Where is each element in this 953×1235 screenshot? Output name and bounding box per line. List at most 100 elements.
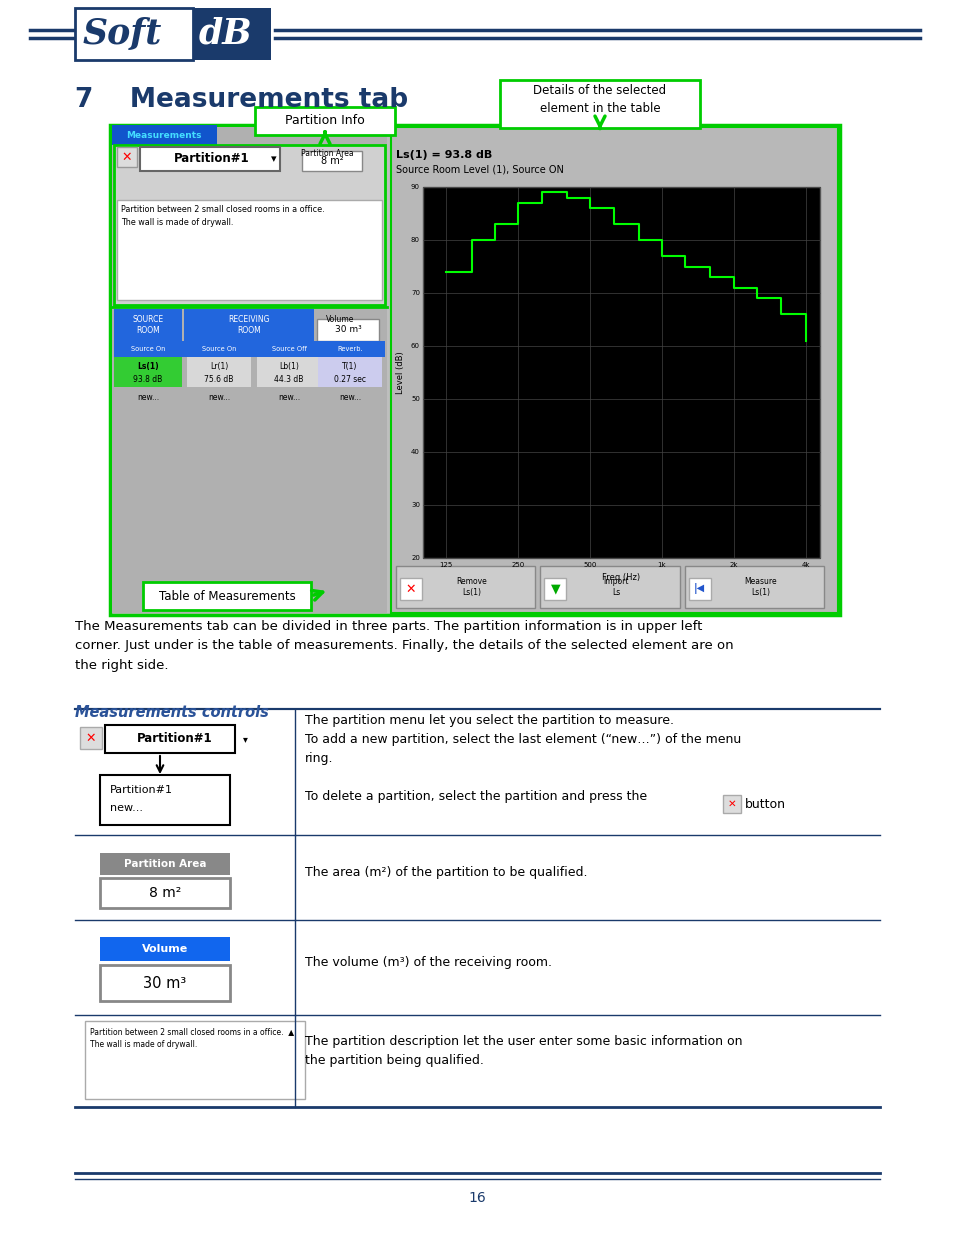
Text: Measurements: Measurements [126, 131, 201, 140]
FancyBboxPatch shape [422, 186, 820, 558]
Text: Partition between 2 small closed rooms in a office.: Partition between 2 small closed rooms i… [121, 205, 324, 214]
FancyBboxPatch shape [100, 878, 230, 908]
Text: The Measurements tab can be divided in three parts. The partition information is: The Measurements tab can be divided in t… [75, 620, 733, 672]
FancyBboxPatch shape [100, 937, 230, 961]
Text: Source Off: Source Off [272, 346, 306, 352]
FancyBboxPatch shape [256, 357, 320, 387]
FancyBboxPatch shape [539, 566, 679, 608]
FancyBboxPatch shape [113, 357, 182, 387]
Text: The wall is made of drywall.: The wall is made of drywall. [90, 1040, 197, 1049]
Text: Partition Info: Partition Info [285, 115, 364, 127]
FancyBboxPatch shape [184, 309, 314, 341]
Text: Ls(1): Ls(1) [137, 363, 158, 372]
FancyBboxPatch shape [302, 151, 361, 170]
FancyBboxPatch shape [391, 127, 837, 613]
Text: 250: 250 [511, 562, 524, 568]
Text: Import
Ls: Import Ls [602, 577, 628, 598]
Text: Measure
Ls(1): Measure Ls(1) [743, 577, 776, 598]
Text: new...: new... [208, 393, 230, 401]
Text: 1k: 1k [657, 562, 665, 568]
Text: 20: 20 [411, 555, 419, 561]
Text: new...: new... [338, 393, 360, 401]
Text: Volume: Volume [142, 944, 188, 953]
Text: ▾: ▾ [271, 154, 276, 164]
Text: |◀: |◀ [694, 583, 704, 594]
Text: ✕: ✕ [86, 731, 96, 745]
Text: Source On: Source On [131, 346, 165, 352]
Text: ▾: ▾ [242, 734, 247, 743]
Text: 50: 50 [411, 396, 419, 403]
Text: button: button [744, 798, 785, 810]
FancyBboxPatch shape [75, 7, 193, 61]
FancyBboxPatch shape [684, 566, 823, 608]
Text: 7    Measurements tab: 7 Measurements tab [75, 86, 408, 112]
Text: 30: 30 [411, 501, 419, 508]
Text: Source On: Source On [202, 346, 236, 352]
Text: ✕: ✕ [122, 151, 132, 163]
FancyBboxPatch shape [105, 725, 234, 753]
Text: 30 m³: 30 m³ [143, 976, 187, 990]
FancyBboxPatch shape [143, 582, 311, 610]
Text: 40: 40 [411, 450, 419, 454]
Text: ✕: ✕ [727, 799, 736, 809]
Text: The partition menu let you select the partition to measure.
To add a new partiti: The partition menu let you select the pa… [305, 714, 740, 803]
Text: Volume: Volume [326, 315, 354, 324]
Text: Reverb.: Reverb. [336, 346, 362, 352]
FancyBboxPatch shape [112, 127, 387, 613]
FancyBboxPatch shape [499, 80, 700, 128]
FancyBboxPatch shape [85, 1021, 305, 1099]
Text: The partition description let the user enter some basic information on
the parti: The partition description let the user e… [305, 1035, 741, 1067]
Text: 16: 16 [468, 1191, 485, 1205]
Text: Partition#1: Partition#1 [137, 732, 213, 746]
Text: Lb(1): Lb(1) [279, 363, 298, 372]
FancyBboxPatch shape [100, 965, 230, 1002]
FancyBboxPatch shape [140, 147, 280, 170]
Text: 60: 60 [411, 343, 419, 350]
Text: 8 m²: 8 m² [149, 885, 181, 900]
Text: RECEIVING
ROOM: RECEIVING ROOM [228, 315, 270, 335]
Text: Details of the selected
element in the table: Details of the selected element in the t… [533, 84, 666, 116]
Text: new...: new... [137, 393, 159, 401]
Text: 44.3 dB: 44.3 dB [274, 374, 303, 384]
Text: 500: 500 [582, 562, 596, 568]
FancyBboxPatch shape [395, 566, 535, 608]
FancyBboxPatch shape [317, 357, 381, 387]
FancyBboxPatch shape [688, 578, 710, 600]
FancyBboxPatch shape [399, 578, 421, 600]
Text: 70: 70 [411, 290, 419, 296]
FancyBboxPatch shape [117, 147, 137, 167]
Text: dB: dB [199, 17, 253, 51]
Text: 90: 90 [411, 184, 419, 190]
FancyBboxPatch shape [113, 144, 385, 305]
Text: The wall is made of drywall.: The wall is made of drywall. [121, 219, 233, 227]
Text: The volume (m³) of the receiving room.: The volume (m³) of the receiving room. [305, 956, 552, 969]
FancyBboxPatch shape [544, 578, 566, 600]
Text: Freq (Hz): Freq (Hz) [601, 573, 639, 582]
Text: Ls(1) = 93.8 dB: Ls(1) = 93.8 dB [395, 149, 492, 161]
Text: 30 m³: 30 m³ [335, 326, 361, 335]
FancyBboxPatch shape [187, 357, 251, 387]
FancyBboxPatch shape [80, 727, 102, 748]
FancyBboxPatch shape [254, 107, 395, 135]
Text: 75.6 dB: 75.6 dB [204, 374, 233, 384]
Text: T(1): T(1) [342, 363, 357, 372]
Text: 2k: 2k [729, 562, 737, 568]
Text: SOURCE
ROOM: SOURCE ROOM [132, 315, 163, 335]
Text: Level (dB): Level (dB) [396, 351, 405, 394]
Text: new...: new... [110, 803, 143, 813]
Text: Remove
Ls(1): Remove Ls(1) [456, 577, 487, 598]
FancyBboxPatch shape [100, 776, 230, 825]
FancyBboxPatch shape [110, 125, 840, 615]
FancyBboxPatch shape [117, 200, 381, 300]
Text: Partition Area: Partition Area [124, 860, 206, 869]
Text: 8 m²: 8 m² [320, 156, 343, 165]
Text: Table of Measurements: Table of Measurements [158, 589, 295, 603]
Text: new...: new... [277, 393, 300, 401]
Text: 4k: 4k [801, 562, 809, 568]
Text: Measurements controls: Measurements controls [75, 705, 269, 720]
Text: 93.8 dB: 93.8 dB [133, 374, 162, 384]
Text: Lr(1): Lr(1) [210, 363, 228, 372]
Text: ✕: ✕ [405, 583, 416, 595]
FancyBboxPatch shape [112, 125, 216, 144]
FancyBboxPatch shape [722, 795, 740, 813]
